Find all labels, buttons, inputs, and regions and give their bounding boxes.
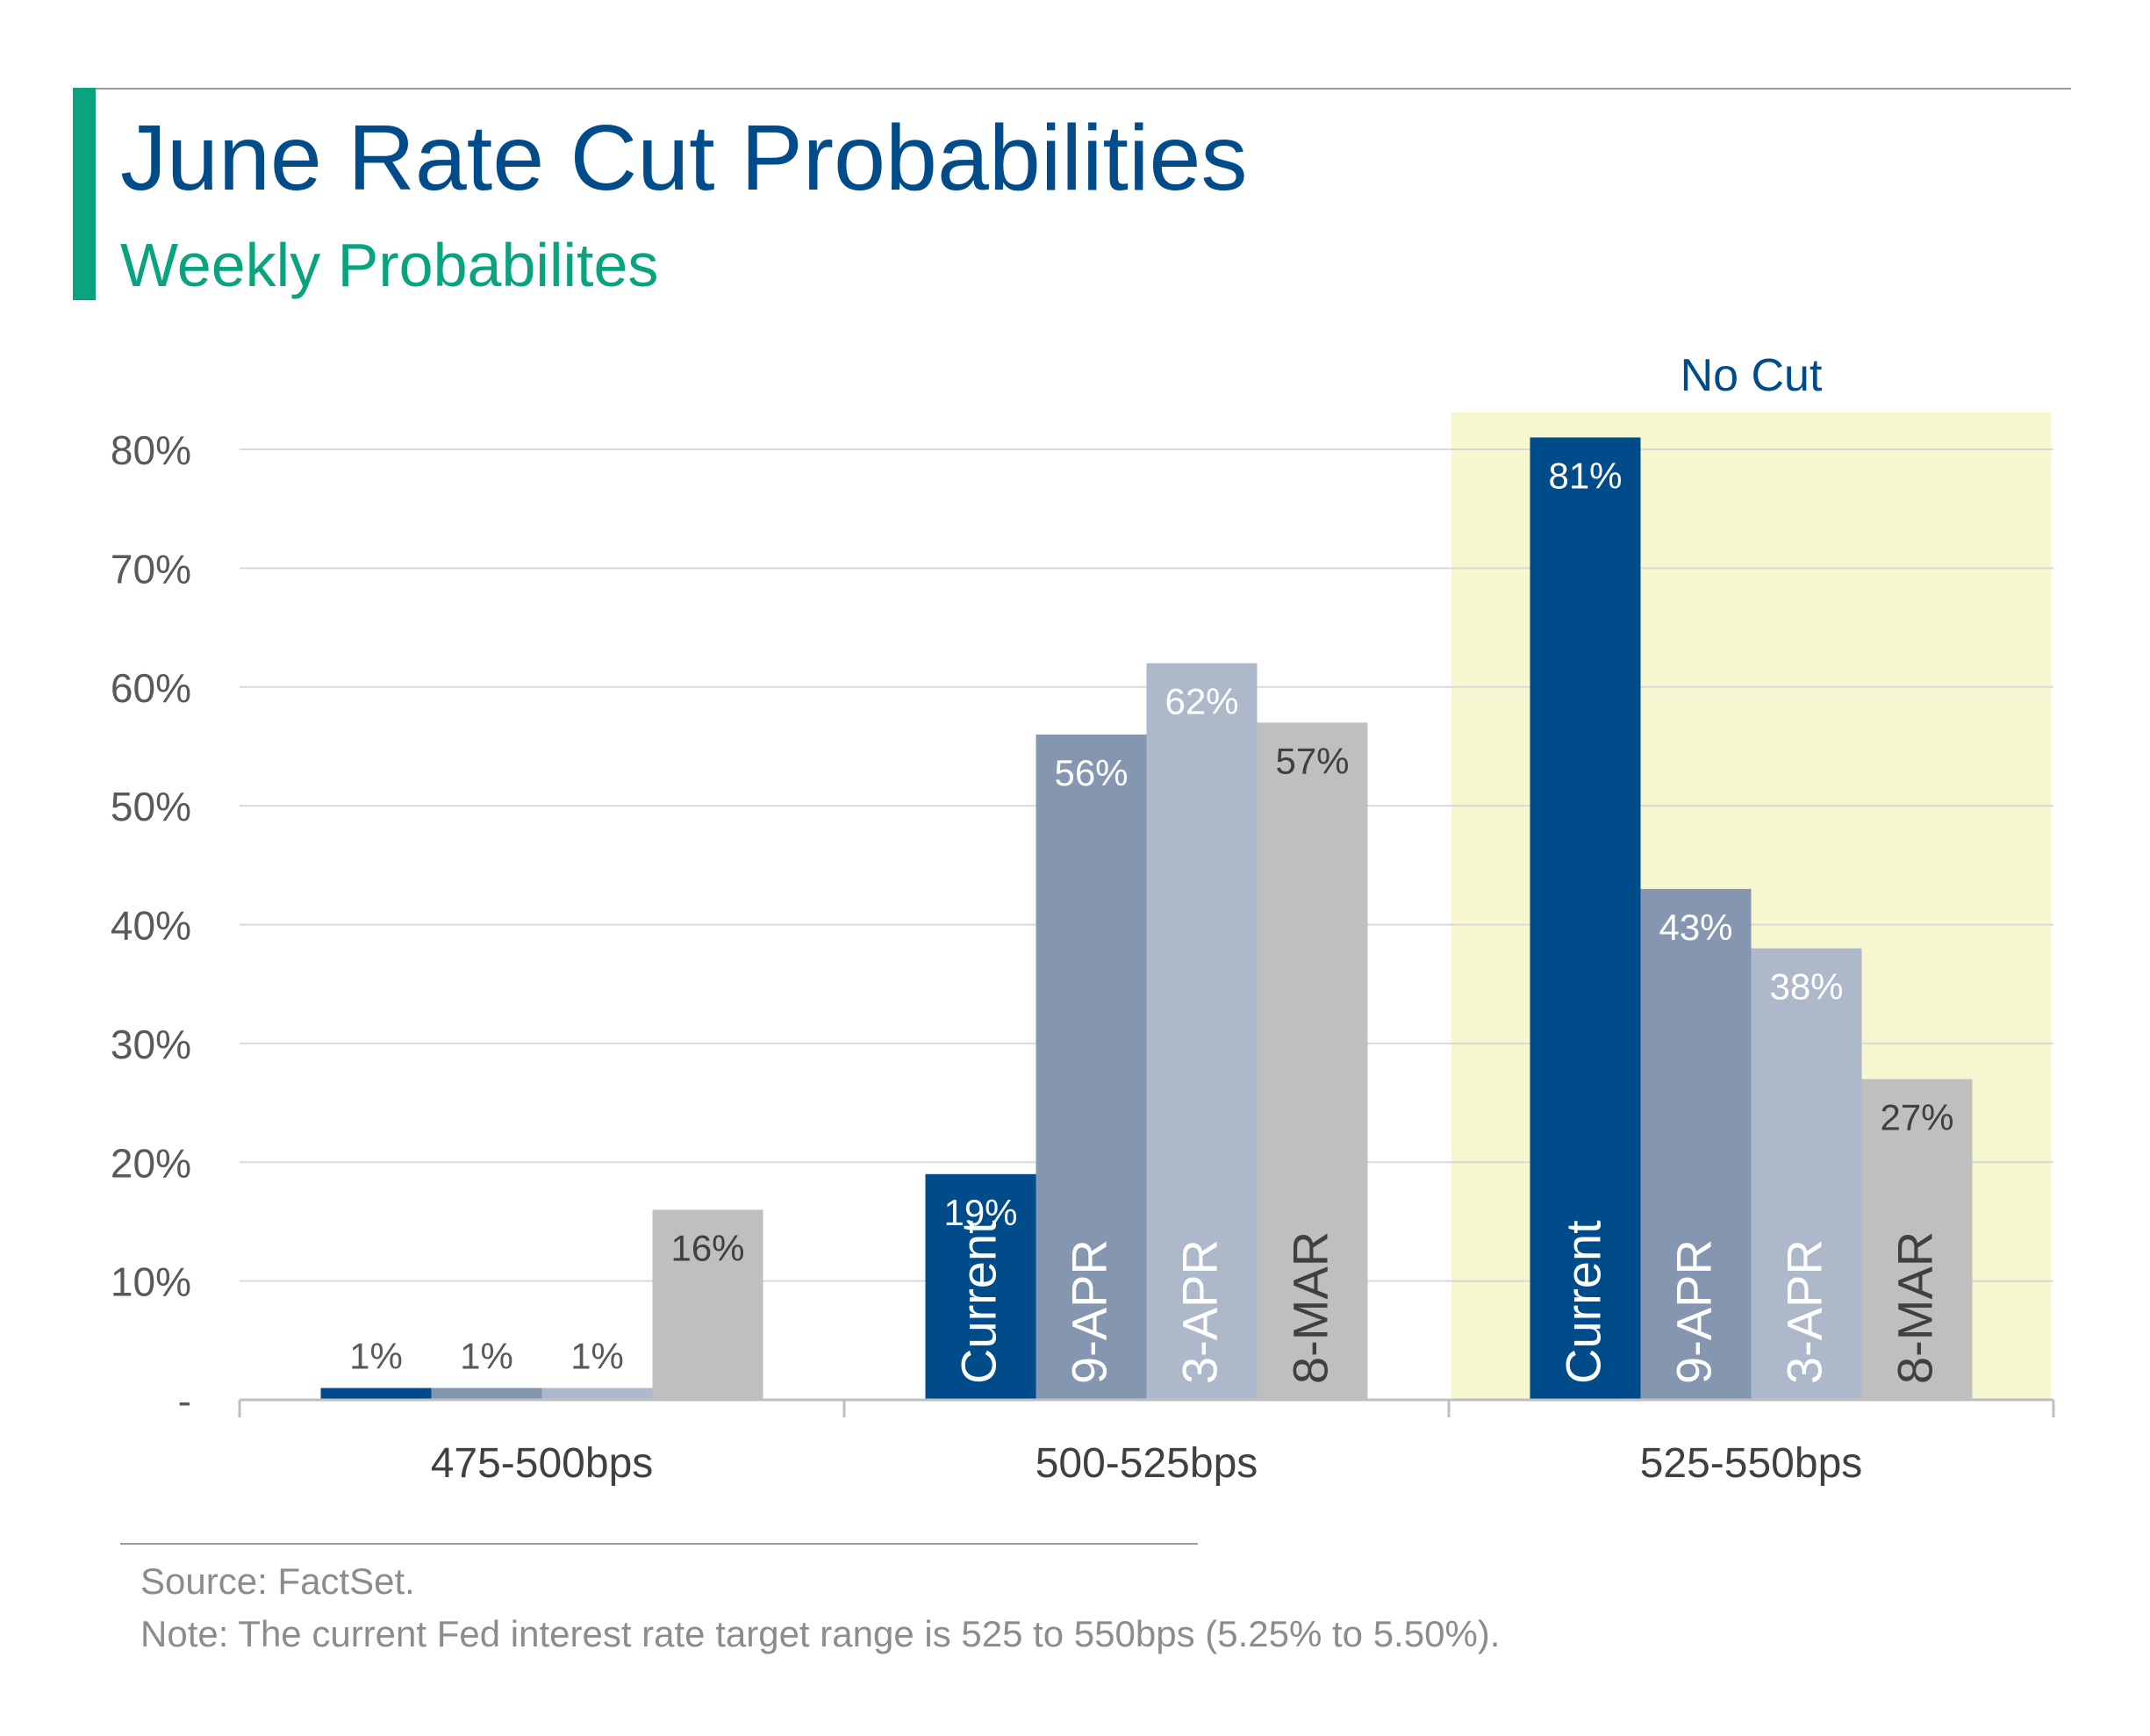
y-tick-label: 70% — [111, 546, 191, 592]
data-label: 27% — [1880, 1096, 1953, 1137]
y-tick-label: 30% — [111, 1022, 191, 1067]
y-tick-label: 50% — [111, 784, 191, 829]
data-label: 43% — [1659, 907, 1732, 948]
highlight-label: No Cut — [1681, 350, 1823, 401]
data-label: 16% — [670, 1227, 744, 1268]
series-name-label: 3-APR — [1172, 1239, 1228, 1384]
y-tick-label: 20% — [111, 1140, 191, 1186]
y-tick-label: - — [178, 1378, 191, 1424]
data-label: 57% — [1275, 740, 1349, 781]
y-tick-label: 40% — [111, 903, 191, 949]
data-label: 1% — [349, 1335, 403, 1376]
data-label: 19% — [943, 1192, 1017, 1233]
y-tick-label: 80% — [111, 427, 191, 473]
footer-rule — [120, 1543, 1198, 1545]
chart-title: June Rate Cut Probabilities — [120, 106, 1248, 210]
data-label: 81% — [1548, 455, 1622, 496]
series-name-label: 8-MAR — [1283, 1231, 1338, 1384]
top-rule — [73, 88, 2071, 90]
data-label: 56% — [1054, 752, 1128, 793]
bar — [925, 1173, 1036, 1400]
series-name-label: 8-MAR — [1888, 1231, 1943, 1384]
chart-subtitle: Weekly Probabilites — [120, 231, 659, 299]
x-tick-label: 525-550bps — [1640, 1440, 1863, 1487]
x-tick-label: 500-525bps — [1036, 1440, 1258, 1487]
bar — [1751, 948, 1862, 1400]
bar — [1036, 734, 1147, 1400]
y-tick-label: 60% — [111, 665, 191, 711]
bar — [1640, 888, 1752, 1400]
bar — [1257, 722, 1368, 1400]
data-label: 62% — [1165, 681, 1238, 722]
bar — [1861, 1079, 1973, 1400]
bar — [431, 1388, 542, 1400]
x-tick-label: 475-500bps — [431, 1440, 654, 1487]
bar — [1530, 437, 1641, 1400]
title-accent-bar — [73, 88, 96, 300]
bar-chart: No Cut - 10% 20% 30% 40% 50% 60% 70% 80% 1% 1% 1% 16%… — [111, 350, 2055, 1487]
data-label: 1% — [570, 1335, 624, 1376]
series-name-label: 9-APR — [1666, 1239, 1722, 1384]
series-name-label: 3-APR — [1777, 1239, 1832, 1384]
bar — [320, 1388, 432, 1400]
source-note: Source: FactSet. — [140, 1560, 415, 1602]
footnote: Note: The current Fed interest rate targ… — [140, 1613, 1501, 1654]
series-name-label: Current — [951, 1220, 1007, 1384]
y-tick-label: 10% — [111, 1259, 191, 1305]
series-name-label: Current — [1556, 1220, 1611, 1384]
bar — [1146, 663, 1258, 1400]
bar — [541, 1388, 653, 1400]
data-label: 1% — [460, 1335, 513, 1376]
data-label: 38% — [1769, 966, 1843, 1008]
bar — [652, 1209, 763, 1400]
series-name-label: 9-APR — [1062, 1239, 1117, 1384]
